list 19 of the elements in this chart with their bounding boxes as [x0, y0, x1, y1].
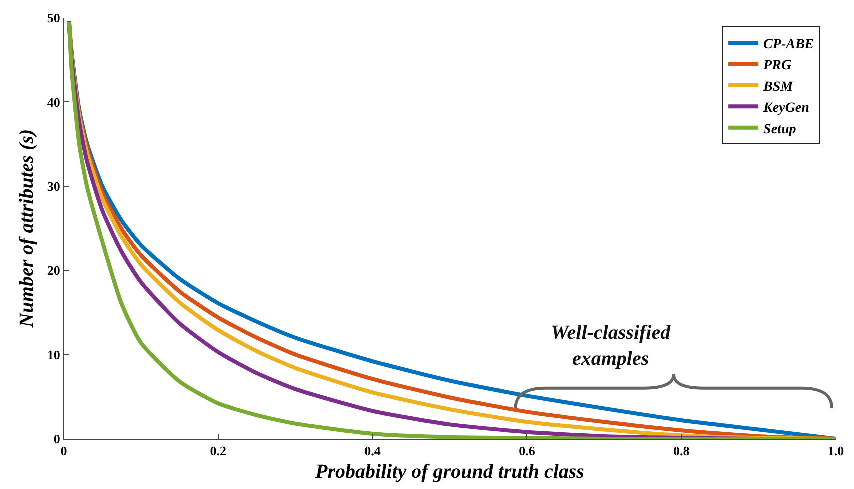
- annotation: Well-classified examples: [551, 322, 672, 370]
- legend-label: BSM: [762, 80, 794, 95]
- y-tick-label: 20: [47, 263, 60, 278]
- legend-label: PRG: [764, 58, 792, 74]
- x-tick-label: 1.0: [828, 444, 844, 459]
- x-tick-label: 0.8: [673, 444, 690, 459]
- x-axis-title: Probability of ground truth class: [314, 461, 585, 484]
- legend-label: Setup: [764, 122, 796, 138]
- y-tick-label: 30: [47, 178, 60, 194]
- y-axis-title: Number of attributes (s): [16, 129, 38, 329]
- legend-label: CP-ABE: [764, 37, 814, 52]
- x-tick-label: 0.4: [364, 444, 382, 459]
- y-tick-label: 40: [47, 94, 60, 110]
- legend-label: KeyGen: [762, 101, 810, 116]
- x-tick-label: 0.2: [210, 444, 227, 459]
- y-tick-label: 50: [47, 10, 60, 26]
- x-tick-label: 0.6: [519, 444, 536, 459]
- y-tick-label: 10: [47, 347, 60, 362]
- y-tick-label: 0: [54, 432, 60, 447]
